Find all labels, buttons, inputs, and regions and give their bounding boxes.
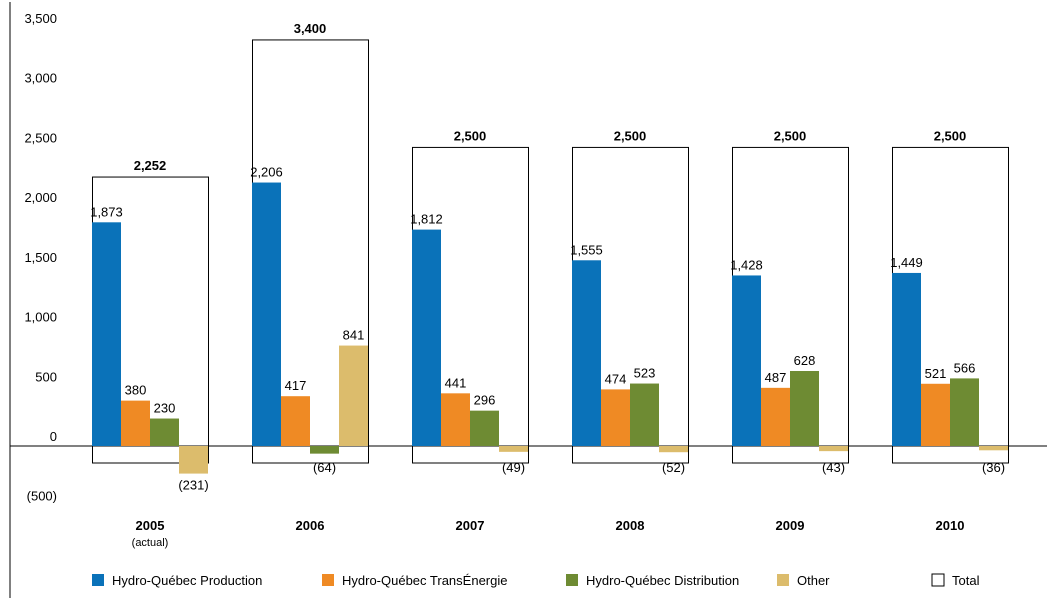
data-label: 1,428 — [730, 257, 763, 272]
legend-swatch — [777, 574, 789, 586]
data-label: (231) — [178, 478, 208, 493]
bar — [252, 183, 281, 446]
total-label: 2,500 — [614, 128, 647, 143]
bar — [310, 446, 339, 454]
bar — [630, 384, 659, 446]
bar — [950, 378, 979, 446]
data-label: 521 — [925, 366, 947, 381]
y-tick-label: 3,000 — [24, 71, 57, 86]
total-label: 3,400 — [294, 21, 327, 36]
data-label: 1,555 — [570, 242, 603, 257]
data-label: 1,873 — [90, 204, 123, 219]
category-label: 2005 — [136, 518, 165, 533]
data-label: 487 — [765, 370, 787, 385]
category-label: 2006 — [296, 518, 325, 533]
legend-label: Hydro-Québec Production — [112, 573, 262, 588]
y-tick-label: 2,500 — [24, 130, 57, 145]
data-label: 1,812 — [410, 212, 443, 227]
y-tick-label: 1,000 — [24, 310, 57, 325]
data-label: (43) — [822, 460, 845, 475]
bar — [281, 396, 310, 446]
total-boxes — [93, 40, 1009, 463]
bar — [572, 260, 601, 446]
data-label: 441 — [445, 375, 467, 390]
legend-label: Hydro-Québec TransÉnergie — [342, 573, 507, 588]
y-tick-label: (500) — [27, 489, 57, 504]
legend: Hydro-Québec Production Hydro-Québec Tran… — [92, 573, 980, 588]
data-label: 296 — [474, 393, 496, 408]
bar — [659, 446, 688, 452]
data-label: 1,449 — [890, 255, 923, 270]
bar — [412, 230, 441, 446]
legend-swatch — [92, 574, 104, 586]
y-tick-label: 0 — [50, 429, 57, 444]
data-label: 417 — [285, 378, 307, 393]
data-labels: 2,252 1,873 380 230 (231) 3,400 2,206 417 (64) 84… — [90, 21, 1005, 493]
y-tick-label: 1,500 — [24, 250, 57, 265]
bar — [470, 411, 499, 446]
y-tick-label: 500 — [35, 369, 57, 384]
data-label: 523 — [634, 366, 656, 381]
bar — [499, 446, 528, 452]
y-tick-label: 2,000 — [24, 190, 57, 205]
total-label: 2,252 — [134, 158, 167, 173]
bar — [732, 275, 761, 446]
total-label: 2,500 — [934, 128, 967, 143]
bar — [892, 273, 921, 446]
data-label: 474 — [605, 371, 627, 386]
bar — [921, 384, 950, 446]
bar — [979, 446, 1008, 450]
bar — [601, 389, 630, 446]
bar — [121, 401, 150, 446]
data-label: (52) — [662, 460, 685, 475]
category-label: 2007 — [456, 518, 485, 533]
bar — [790, 371, 819, 446]
bar — [150, 419, 179, 446]
data-label: 230 — [154, 401, 176, 416]
category-label: 2008 — [616, 518, 645, 533]
bar — [92, 222, 121, 446]
data-label: 2,206 — [250, 165, 283, 180]
legend-swatch — [932, 574, 944, 586]
category-label: 2010 — [936, 518, 965, 533]
bar — [179, 446, 208, 474]
data-label: (64) — [313, 460, 336, 475]
legend-swatch — [322, 574, 334, 586]
legend-label: Other — [797, 573, 830, 588]
legend-label: Hydro-Québec Distribution — [586, 573, 739, 588]
data-label: (49) — [502, 460, 525, 475]
legend-label: Total — [952, 573, 980, 588]
bar — [339, 346, 368, 446]
bars — [92, 183, 1008, 474]
data-label: 566 — [954, 360, 976, 375]
legend-swatch — [566, 574, 578, 586]
total-label: 2,500 — [454, 128, 487, 143]
bar — [441, 393, 470, 446]
y-tick-label: 3,500 — [24, 11, 57, 26]
category-label: 2009 — [776, 518, 805, 533]
data-label: 841 — [343, 328, 365, 343]
data-label: 380 — [125, 383, 147, 398]
category-labels: 2005 (actual) 2006 2007 2008 2009 2010 — [132, 518, 965, 549]
total-label: 2,500 — [774, 128, 807, 143]
bar — [761, 388, 790, 446]
category-sublabel: (actual) — [132, 537, 169, 549]
bar — [819, 446, 848, 451]
data-label: 628 — [794, 353, 816, 368]
data-label: (36) — [982, 460, 1005, 475]
